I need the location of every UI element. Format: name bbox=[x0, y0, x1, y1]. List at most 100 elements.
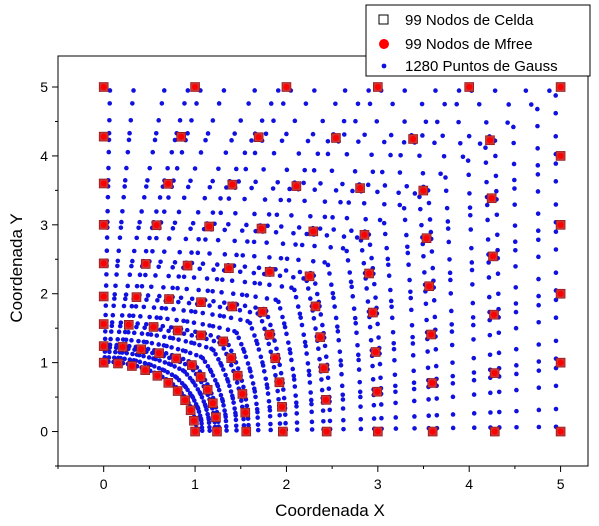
gauss-point bbox=[141, 339, 147, 345]
gauss-point bbox=[370, 377, 376, 382]
gauss-point bbox=[348, 279, 354, 285]
gauss-point bbox=[388, 287, 393, 293]
mfree-node bbox=[429, 379, 436, 386]
gauss-point bbox=[109, 323, 115, 329]
gauss-point bbox=[161, 209, 167, 214]
y-axis-label: Coordenada Y bbox=[7, 213, 26, 322]
gauss-point bbox=[203, 137, 208, 143]
gauss-point bbox=[297, 311, 303, 317]
gauss-point bbox=[222, 300, 227, 305]
gauss-point bbox=[513, 247, 518, 253]
gauss-point bbox=[158, 259, 163, 265]
gauss-point bbox=[375, 189, 380, 195]
gauss-point bbox=[392, 372, 398, 378]
gauss-point bbox=[130, 258, 135, 264]
gauss-point bbox=[471, 411, 477, 416]
gauss-point bbox=[382, 231, 388, 237]
gauss-point bbox=[247, 366, 252, 371]
gauss-point bbox=[384, 245, 389, 251]
gauss-point bbox=[280, 101, 286, 106]
gauss-point bbox=[124, 165, 129, 171]
gauss-point bbox=[240, 253, 246, 258]
gauss-point bbox=[154, 333, 160, 338]
gauss-point bbox=[341, 426, 346, 432]
gauss-point bbox=[536, 342, 542, 347]
gauss-point bbox=[210, 178, 215, 184]
mfree-node bbox=[242, 409, 249, 416]
gauss-point bbox=[135, 321, 140, 326]
mfree-node bbox=[239, 390, 246, 397]
gauss-point bbox=[449, 308, 454, 314]
gauss-point bbox=[204, 276, 210, 281]
plot-frame bbox=[57, 55, 589, 467]
gauss-point bbox=[155, 298, 160, 303]
gauss-point bbox=[445, 219, 451, 224]
gauss-point bbox=[312, 187, 318, 193]
mfree-node bbox=[182, 397, 189, 404]
gauss-point bbox=[258, 354, 264, 360]
gauss-point bbox=[207, 428, 212, 433]
gauss-point bbox=[236, 335, 242, 341]
gauss-point bbox=[512, 239, 518, 244]
gauss-point bbox=[494, 212, 500, 218]
gauss-point bbox=[193, 309, 198, 315]
gauss-point bbox=[237, 269, 243, 275]
gauss-point bbox=[219, 290, 224, 295]
gauss-point bbox=[536, 319, 541, 325]
gauss-point bbox=[354, 330, 359, 336]
mfree-node bbox=[225, 265, 232, 272]
gauss-point bbox=[163, 351, 169, 356]
gauss-point bbox=[239, 292, 245, 298]
gauss-point bbox=[221, 314, 227, 319]
gauss-point bbox=[130, 101, 135, 106]
gauss-point bbox=[238, 118, 244, 123]
gauss-point bbox=[470, 300, 476, 306]
gauss-point bbox=[170, 226, 176, 231]
gauss-point bbox=[553, 179, 559, 184]
gauss-point bbox=[513, 285, 519, 290]
gauss-point bbox=[419, 101, 425, 107]
gauss-point bbox=[216, 387, 222, 393]
gauss-point bbox=[466, 172, 471, 178]
gauss-point bbox=[180, 368, 186, 373]
gauss-point bbox=[189, 340, 194, 345]
gauss-point bbox=[341, 132, 347, 137]
gauss-point bbox=[221, 346, 227, 351]
gauss-point bbox=[139, 284, 145, 289]
gauss-point bbox=[130, 313, 136, 319]
gauss-point bbox=[325, 138, 331, 144]
mfree-node bbox=[192, 428, 199, 435]
gauss-point bbox=[553, 315, 559, 320]
gauss-point bbox=[165, 316, 170, 322]
gauss-point bbox=[350, 294, 356, 299]
gauss-point bbox=[162, 360, 168, 365]
gauss-point bbox=[232, 238, 237, 244]
gauss-point bbox=[324, 233, 330, 238]
gauss-point bbox=[397, 170, 403, 175]
gauss-point bbox=[367, 324, 373, 330]
mfree-node bbox=[255, 134, 262, 141]
gauss-point bbox=[176, 274, 182, 279]
gauss-point bbox=[277, 412, 282, 418]
gauss-point bbox=[494, 232, 500, 238]
mfree-node bbox=[372, 348, 379, 355]
gauss-point bbox=[189, 333, 195, 338]
gauss-point bbox=[246, 422, 251, 428]
mfree-node bbox=[283, 84, 290, 91]
gauss-point bbox=[154, 235, 159, 241]
gauss-point bbox=[523, 88, 529, 93]
gauss-point bbox=[271, 118, 276, 123]
gauss-point bbox=[196, 237, 201, 242]
gauss-point bbox=[271, 150, 277, 156]
gauss-point bbox=[344, 248, 349, 254]
mfree-node bbox=[190, 417, 197, 424]
mfree-node bbox=[178, 133, 185, 140]
mfree-node bbox=[320, 365, 327, 372]
gauss-point bbox=[266, 212, 272, 217]
mfree-node bbox=[374, 84, 381, 91]
mfree-node bbox=[357, 185, 364, 192]
gauss-point bbox=[252, 88, 257, 93]
gauss-point bbox=[320, 408, 326, 413]
gauss-point bbox=[467, 212, 473, 218]
gauss-point bbox=[460, 154, 466, 160]
